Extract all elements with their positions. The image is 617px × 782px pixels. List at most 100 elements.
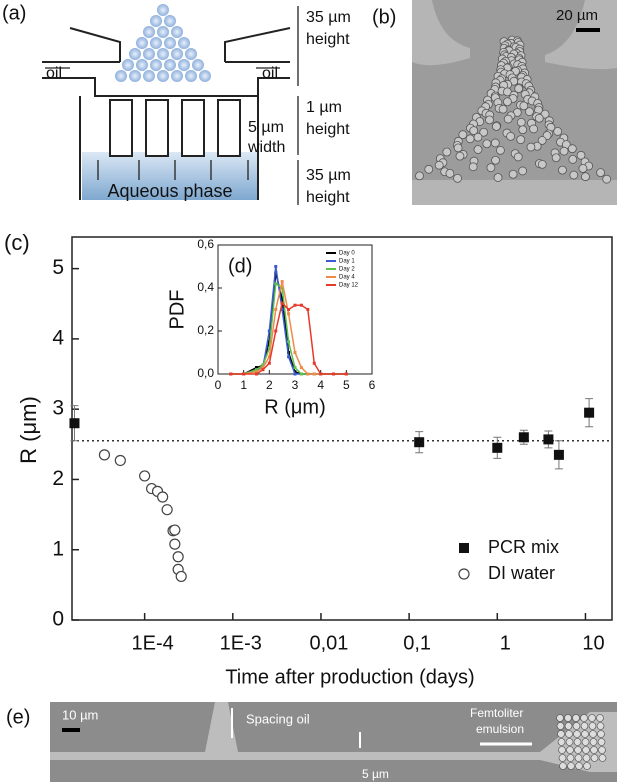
marker bbox=[518, 432, 529, 443]
droplet bbox=[534, 113, 544, 123]
droplet bbox=[580, 722, 589, 730]
arrows bbox=[45, 6, 299, 205]
y-tick-label: 0,0 bbox=[197, 366, 214, 380]
droplet bbox=[519, 101, 529, 111]
droplet bbox=[537, 159, 547, 169]
droplet bbox=[588, 722, 597, 730]
channel-walls bbox=[412, 0, 617, 205]
marker bbox=[274, 329, 278, 333]
marker bbox=[293, 303, 297, 307]
marker bbox=[261, 366, 265, 370]
dimension: 5 µm bbox=[248, 119, 284, 136]
marker bbox=[299, 303, 303, 307]
droplet bbox=[559, 146, 569, 156]
droplet bbox=[171, 26, 183, 38]
marker bbox=[458, 568, 470, 580]
legend-label: Day 1 bbox=[339, 259, 355, 265]
droplets bbox=[556, 714, 607, 770]
droplet bbox=[588, 714, 596, 722]
droplet bbox=[581, 172, 590, 182]
legend-label: Day 2 bbox=[339, 267, 355, 273]
droplet bbox=[453, 143, 463, 153]
post bbox=[145, 99, 169, 157]
marker bbox=[553, 449, 564, 460]
x-tick-label: 0,01 bbox=[309, 632, 348, 654]
droplet bbox=[415, 171, 424, 181]
y-tick-label: 0,6 bbox=[197, 237, 214, 251]
marker bbox=[312, 372, 316, 376]
x-tick-label: 0 bbox=[215, 378, 222, 392]
x-tick-label: 0,1 bbox=[403, 632, 431, 654]
droplet bbox=[129, 48, 141, 60]
droplet bbox=[143, 48, 155, 60]
droplet bbox=[597, 738, 606, 746]
droplet bbox=[424, 164, 434, 174]
panel-label: (c) bbox=[4, 230, 30, 255]
marker bbox=[306, 308, 310, 311]
marker bbox=[414, 437, 425, 448]
scale-label: 10 µm bbox=[62, 707, 98, 722]
annotation: emulsion bbox=[476, 722, 524, 736]
droplet bbox=[150, 15, 162, 27]
droplet bbox=[568, 155, 578, 164]
droplet bbox=[574, 746, 582, 754]
legend-label: Day 12 bbox=[339, 283, 359, 289]
dimension: 35 µm bbox=[306, 9, 351, 26]
marker bbox=[172, 551, 184, 563]
droplet bbox=[143, 70, 155, 82]
droplet bbox=[490, 138, 500, 148]
aqueous-region bbox=[82, 152, 258, 200]
y-tick-label: 0,2 bbox=[197, 323, 214, 337]
droplet bbox=[514, 84, 524, 93]
y-tick-label: 2 bbox=[52, 467, 64, 490]
legend-label: PCR mix bbox=[488, 537, 559, 557]
marker bbox=[280, 301, 284, 305]
droplet bbox=[537, 136, 547, 145]
droplet bbox=[578, 164, 588, 173]
annotation: Femtoliter bbox=[470, 706, 523, 720]
droplet bbox=[590, 754, 599, 762]
panel-a bbox=[42, 6, 299, 205]
dimension: 1 µm bbox=[306, 99, 342, 116]
droplet bbox=[513, 152, 523, 162]
droplet bbox=[596, 722, 605, 730]
droplet bbox=[468, 162, 478, 172]
panel-label: (b) bbox=[372, 6, 396, 28]
droplet bbox=[458, 130, 468, 140]
marker bbox=[306, 372, 310, 376]
droplet bbox=[496, 145, 505, 155]
droplet bbox=[582, 746, 590, 754]
droplet bbox=[589, 738, 598, 746]
marker bbox=[459, 543, 469, 553]
legend-label: DI water bbox=[488, 563, 555, 583]
droplet bbox=[498, 104, 508, 114]
wall bbox=[42, 77, 290, 97]
marker bbox=[293, 351, 297, 354]
marker bbox=[274, 308, 278, 311]
droplet bbox=[567, 144, 577, 154]
droplet bbox=[557, 730, 565, 738]
marker bbox=[255, 370, 258, 374]
droplet bbox=[518, 166, 528, 176]
marker bbox=[261, 368, 265, 372]
droplet bbox=[567, 762, 575, 770]
droplet bbox=[573, 738, 582, 746]
micrograph bbox=[50, 702, 617, 782]
droplet bbox=[465, 134, 475, 144]
legend-label: Day 4 bbox=[339, 275, 355, 281]
panel-label: (e) bbox=[6, 706, 30, 728]
droplet bbox=[143, 26, 155, 38]
droplet bbox=[185, 70, 197, 82]
marker bbox=[114, 454, 126, 467]
marker bbox=[287, 312, 291, 316]
droplet bbox=[598, 746, 606, 754]
droplet bbox=[553, 127, 563, 136]
marker bbox=[287, 340, 291, 344]
marker bbox=[255, 368, 258, 372]
x-tick-label: 3 bbox=[292, 378, 299, 392]
droplet bbox=[442, 147, 452, 157]
droplet bbox=[136, 59, 148, 71]
droplet bbox=[486, 163, 496, 173]
x-tick-label: 10 bbox=[582, 632, 604, 654]
droplet bbox=[473, 145, 483, 154]
